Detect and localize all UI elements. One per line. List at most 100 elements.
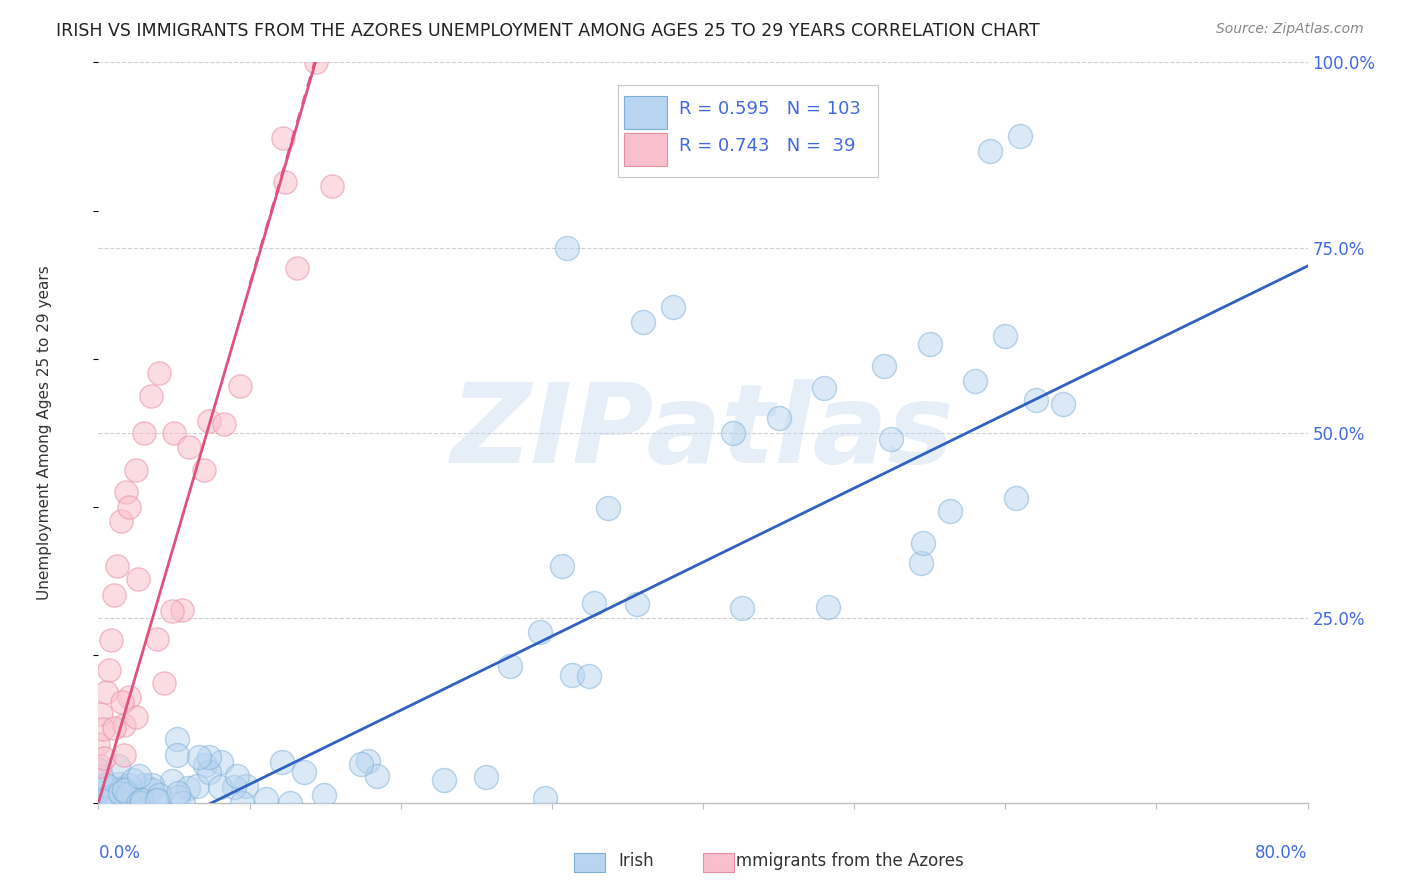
Point [145,792,167,806]
Point [626,597,648,611]
Point [813,381,835,395]
Point [271,755,294,769]
Point [90,706,112,721]
Point [228,379,250,393]
Point [254,792,277,806]
Point [94,685,117,699]
Point [111,695,134,709]
Point [873,359,896,373]
Point [141,783,163,797]
Point [131,793,153,807]
Point [100,632,122,647]
Point [177,780,200,795]
Point [112,747,135,762]
Point [97,794,120,808]
Point [127,572,149,586]
Point [107,777,129,791]
Point [598,501,620,516]
Point [104,790,127,805]
Point [145,793,167,807]
Point [148,367,170,381]
Point [214,417,236,431]
Point [231,796,253,810]
Point [112,718,135,732]
Point [357,754,380,768]
Point [96,791,118,805]
Point [167,789,190,804]
Point [179,441,201,455]
Point [166,732,188,747]
Point [1052,397,1074,411]
Point [222,780,245,794]
FancyBboxPatch shape [619,85,879,178]
Point [115,790,138,805]
Point [125,462,148,476]
Point [226,768,249,782]
Point [90,769,112,783]
Point [912,536,935,550]
Point [163,425,186,440]
Point [103,722,125,736]
Point [91,794,114,808]
Point [285,260,308,275]
Point [103,589,125,603]
Point [128,769,150,783]
Point [118,778,141,792]
Point [918,336,941,351]
Point [90,793,112,807]
Point [194,758,217,772]
Point [129,796,152,810]
Point [100,789,122,803]
Point [160,604,183,618]
Point [87,764,110,778]
Point [197,765,219,780]
Point [105,558,128,573]
Point [661,300,683,314]
Point [111,796,134,810]
Point [141,388,163,402]
Point [208,780,231,794]
Point [274,175,297,189]
Point [578,668,600,682]
Point [292,765,315,780]
Point [148,788,170,802]
Point [127,796,149,810]
Text: Irish: Irish [619,852,654,870]
Point [551,558,574,573]
Point [160,774,183,789]
FancyBboxPatch shape [624,95,666,129]
Point [100,792,122,806]
Point [1010,129,1032,144]
Point [561,668,583,682]
Point [91,722,114,736]
Point [125,789,148,803]
Point [132,778,155,792]
Point [305,55,328,70]
Point [107,759,129,773]
Point [172,796,194,810]
Point [979,145,1001,159]
Text: IRISH VS IMMIGRANTS FROM THE AZORES UNEMPLOYMENT AMONG AGES 25 TO 29 YEARS CORRE: IRISH VS IMMIGRANTS FROM THE AZORES UNEM… [56,22,1040,40]
Point [146,632,169,646]
Point [910,556,932,570]
Point [122,773,145,788]
Point [209,755,232,769]
Point [723,425,745,440]
FancyBboxPatch shape [624,133,666,166]
Text: 0.0%: 0.0% [98,844,141,862]
Point [153,675,176,690]
Point [366,769,388,783]
Point [118,796,141,810]
Point [118,500,141,514]
Point [110,786,132,800]
Point [186,780,208,794]
Point [1005,491,1028,505]
Point [132,425,155,440]
Point [94,778,117,792]
Point [499,658,522,673]
Text: ZIPatlas: ZIPatlas [451,379,955,486]
Point [965,374,987,388]
Point [98,796,121,810]
Point [112,783,135,797]
Point [817,599,839,614]
